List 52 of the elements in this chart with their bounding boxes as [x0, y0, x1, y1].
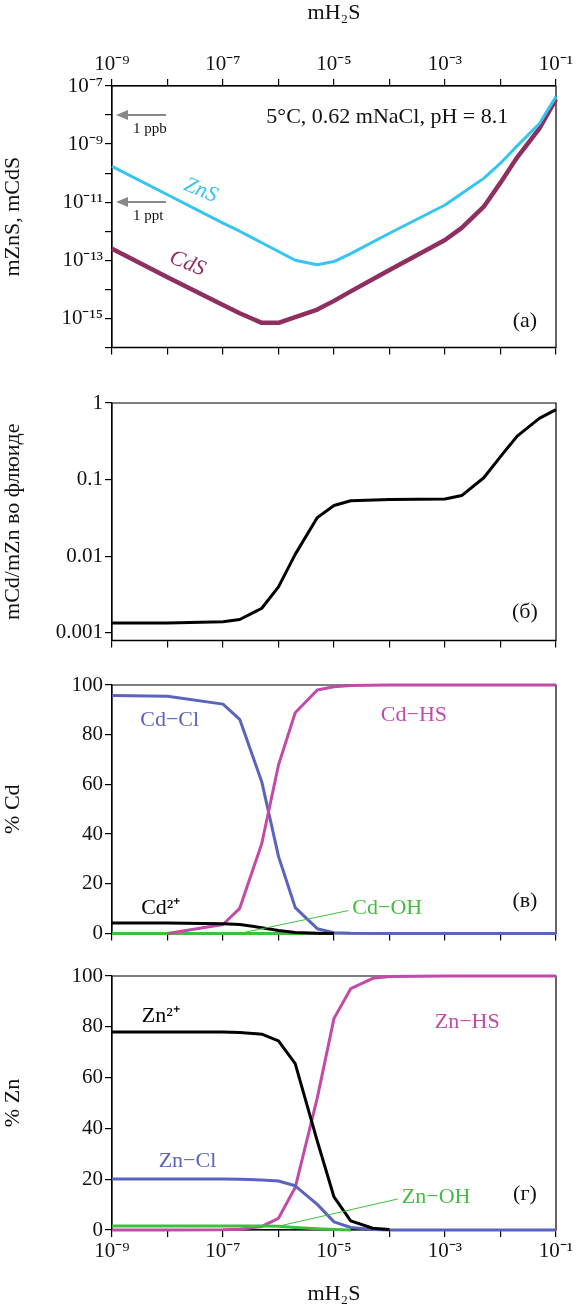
x-tick-label: 10⁻³ — [427, 1238, 463, 1263]
y-tick-label: 10⁻¹³ — [62, 246, 103, 271]
y-axis-title: mZnS, mCdS — [0, 156, 24, 277]
text: ZnS — [180, 170, 222, 207]
y-tick-label: 60 — [82, 1064, 103, 1089]
y-tick-label: 80 — [82, 1013, 103, 1038]
x-tick-label: 10⁻⁵ — [316, 50, 352, 75]
y-tick-label: 0.001 — [55, 619, 103, 644]
series-label: Zn−Cl — [158, 1147, 217, 1173]
x-tick-label: 10⁻³ — [427, 50, 463, 75]
y-tick-label: 10⁻⁹ — [67, 130, 103, 155]
x-axis-title: mH₂S — [307, 0, 361, 24]
x-tick-label: 10⁻⁷ — [205, 1238, 241, 1263]
y-tick-label: 10⁻⁷ — [67, 72, 103, 97]
annotation: 1 ppb — [133, 119, 167, 136]
y-tick-label: 0 — [92, 1216, 103, 1241]
annotation: (в) — [512, 886, 538, 912]
y-tick-label: 100 — [71, 671, 103, 696]
y-tick-label: 1 — [92, 389, 103, 414]
y-tick-label: 40 — [82, 1114, 103, 1139]
series-label: Cd−HS — [380, 700, 448, 726]
x-tick-label: 10⁻⁷ — [205, 50, 241, 75]
y-axis-title: % Cd — [0, 784, 24, 834]
x-tick-label: 10⁻¹ — [538, 50, 574, 75]
y-axis-title: mCd/mZn во флюиде — [0, 423, 24, 620]
annotation: (a) — [512, 307, 538, 333]
y-tick-label: 0.1 — [76, 466, 103, 491]
y-tick-label: 20 — [82, 1165, 103, 1190]
y-tick-label: 60 — [82, 770, 103, 795]
y-tick-label: 20 — [82, 870, 103, 895]
y-axis-title: % Zn — [0, 1078, 24, 1128]
x-axis-title: mH₂S — [307, 1279, 361, 1305]
series-label: Cd−Cl — [140, 705, 200, 731]
y-tick-label: 10⁻¹⁵ — [61, 304, 103, 329]
text: Zn−OH — [401, 1182, 471, 1208]
series-label: Zn−HS — [434, 1007, 500, 1033]
y-tick-label: 10⁻¹¹ — [62, 188, 103, 213]
y-tick-label: 80 — [82, 721, 103, 746]
annotation: (г) — [513, 1180, 537, 1206]
x-tick-label: 10⁻⁵ — [316, 1238, 352, 1263]
series-label: Zn²⁺ — [141, 1002, 180, 1028]
y-tick-label: 0.01 — [66, 542, 103, 567]
series-label: Cd²⁺ — [141, 894, 181, 920]
y-tick-label: 40 — [82, 820, 103, 845]
y-tick-label: 0 — [92, 919, 103, 944]
legend-label: Cd−OH — [352, 894, 423, 920]
annotation: (б) — [511, 597, 538, 623]
y-tick-label: 100 — [71, 962, 103, 987]
annotation: 1 ppt — [133, 207, 165, 223]
x-tick-label: 10⁻¹ — [538, 1238, 574, 1263]
text: CdS — [166, 243, 210, 281]
annotation: 5°C, 0.62 mNaCl, pH = 8.1 — [266, 103, 509, 129]
